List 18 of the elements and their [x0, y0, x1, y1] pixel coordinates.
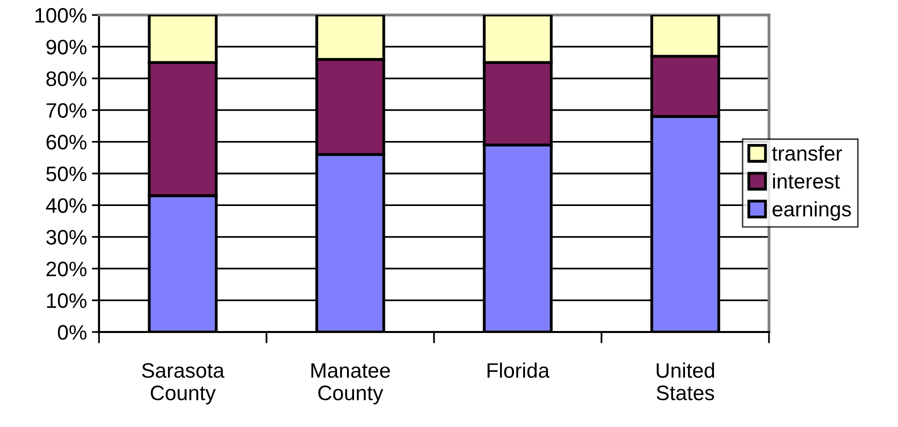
- legend-label: transfer: [772, 146, 842, 161]
- x-tick-label: Florida: [488, 362, 550, 378]
- y-tick-label: 90%: [46, 40, 86, 54]
- legend-label: interest: [773, 173, 840, 189]
- y-tick-label: 60%: [46, 134, 86, 150]
- y-tick-label: 30%: [46, 230, 86, 245]
- y-tick-label: 80%: [46, 71, 86, 86]
- y-tick-label: 50%: [46, 166, 86, 182]
- y-tick-label: 20%: [46, 262, 86, 276]
- y-tick-label: 100%: [36, 8, 86, 23]
- x-tick-label: Manatee County: [311, 363, 390, 404]
- y-tick-label: 10%: [47, 293, 86, 308]
- legend-label: earnings: [772, 201, 851, 221]
- y-tick-label: 0%: [58, 325, 86, 340]
- y-tick-label: 40%: [46, 198, 86, 213]
- x-tick-label: Sarasota County: [142, 363, 224, 404]
- y-tick-label: 70%: [46, 103, 86, 118]
- x-tick-label: United States: [656, 362, 714, 400]
